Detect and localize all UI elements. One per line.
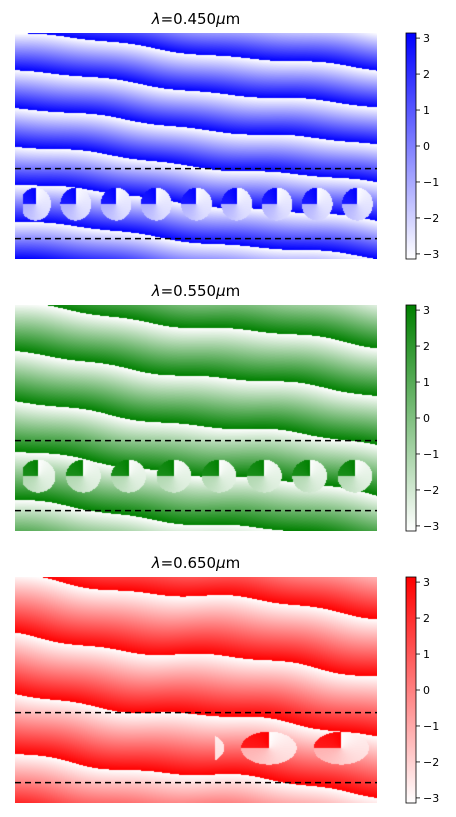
colorbar [405, 32, 417, 260]
panel-2: λ=0.550μm 3 2 1 0 −1 −2 −3 [15, 282, 439, 533]
colorbar-tick-label: −3 [423, 248, 439, 261]
colorbar-tick-label: 2 [423, 340, 430, 353]
panel-title: λ=0.650μm [151, 554, 241, 572]
title-prefix: λ= [151, 554, 173, 572]
title-value: 0.650 [173, 554, 216, 572]
title-unit-mu: μ [215, 10, 226, 28]
colorbar-tick-label: −3 [423, 520, 439, 533]
title-unit-mu: μ [215, 554, 226, 572]
title-prefix: λ= [151, 282, 173, 300]
title-unit-m: m [226, 10, 241, 28]
colorbar-tick-label: 2 [423, 68, 430, 81]
phase-map [15, 577, 377, 803]
colorbar-tick-label: 1 [423, 376, 430, 389]
panel-1: λ=0.450μm 3 2 1 0 −1 −2 −3 [15, 10, 439, 261]
phase-map [15, 33, 377, 259]
colorbar-tick-label: 3 [423, 304, 430, 317]
panel-3: λ=0.650μm 3 2 1 0 −1 −2 −3 [15, 554, 439, 805]
colorbar-tick-label: −1 [423, 448, 439, 461]
colorbar-tick-label: 0 [423, 412, 430, 425]
panel-title: λ=0.550μm [151, 282, 241, 300]
colorbar-tick-label: 3 [423, 576, 430, 589]
colorbar [405, 576, 417, 804]
title-value: 0.450 [173, 10, 216, 28]
colorbar-tick-label: −3 [423, 792, 439, 805]
colorbar-tick-label: 2 [423, 612, 430, 625]
colorbar-tick-label: 3 [423, 32, 430, 45]
colorbar-tick-label: −1 [423, 176, 439, 189]
colorbar [405, 304, 417, 532]
panel-title: λ=0.450μm [151, 10, 241, 28]
colorbar-tick-label: −2 [423, 212, 439, 225]
colorbar-tick-label: −2 [423, 484, 439, 497]
title-unit-m: m [226, 282, 241, 300]
title-unit-mu: μ [215, 282, 226, 300]
colorbar-tick-label: −1 [423, 720, 439, 733]
title-value: 0.550 [173, 282, 216, 300]
colorbar-tick-label: 1 [423, 648, 430, 661]
title-unit-m: m [226, 554, 241, 572]
colorbar-tick-label: 0 [423, 140, 430, 153]
colorbar-tick-label: 0 [423, 684, 430, 697]
colorbar-tick-label: 1 [423, 104, 430, 117]
colorbar-tick-label: −2 [423, 756, 439, 769]
phase-map [15, 305, 377, 531]
title-prefix: λ= [151, 10, 173, 28]
